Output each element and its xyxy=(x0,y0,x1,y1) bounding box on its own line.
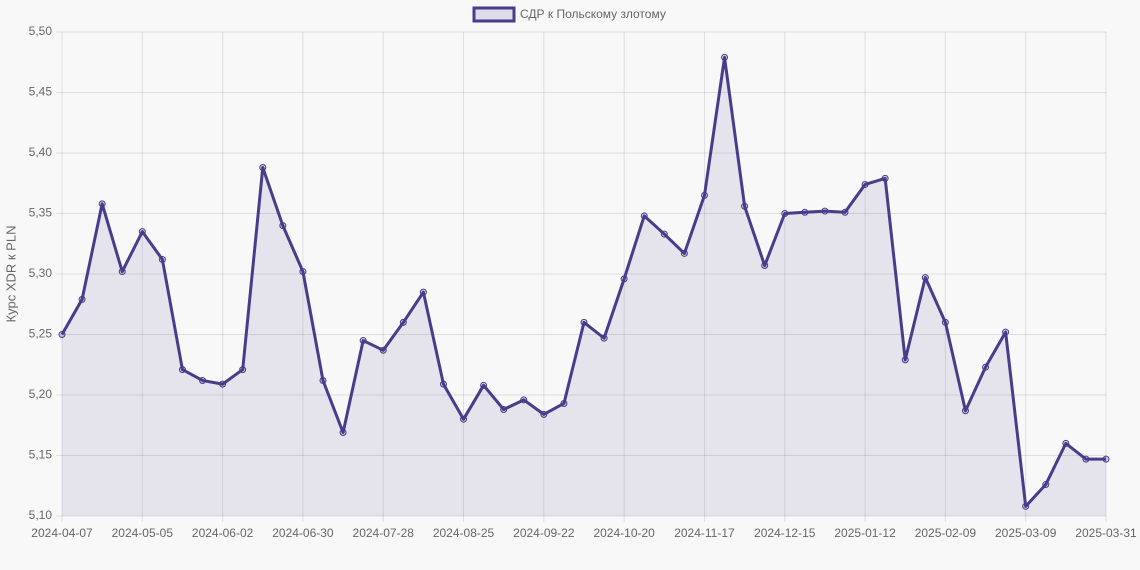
point xyxy=(259,164,267,172)
point xyxy=(419,288,427,296)
point xyxy=(178,366,186,374)
point xyxy=(721,53,729,61)
point xyxy=(781,210,789,217)
point xyxy=(299,268,307,276)
x-tick-label: 2024-06-30 xyxy=(272,526,334,540)
point xyxy=(700,191,708,199)
point xyxy=(78,295,86,303)
point xyxy=(199,376,207,384)
point xyxy=(620,275,628,283)
y-tick-label: 5,50 xyxy=(29,24,53,38)
point xyxy=(379,346,387,354)
point xyxy=(219,380,227,388)
point xyxy=(500,406,508,414)
point xyxy=(761,262,769,270)
point xyxy=(861,180,869,188)
x-tick-label: 2024-09-22 xyxy=(513,526,575,540)
point xyxy=(580,318,588,326)
point xyxy=(941,318,949,326)
area xyxy=(62,57,1106,516)
x-tick-label: 2025-02-09 xyxy=(915,526,977,540)
x-tick-label: 2025-01-12 xyxy=(834,526,896,540)
point xyxy=(138,228,146,236)
point xyxy=(1082,455,1090,463)
point xyxy=(1022,502,1030,510)
point xyxy=(520,396,528,404)
point xyxy=(901,356,909,364)
legend-swatch xyxy=(472,6,516,23)
point xyxy=(319,376,327,384)
point xyxy=(58,331,66,338)
x-tick-label: 2024-06-02 xyxy=(192,526,254,540)
point xyxy=(118,268,126,276)
point xyxy=(399,318,407,326)
point xyxy=(98,200,106,208)
y-tick-label: 5,30 xyxy=(29,266,53,280)
point xyxy=(460,415,468,423)
x-tick-label: 2025-03-09 xyxy=(995,526,1057,540)
point xyxy=(239,366,247,374)
y-axis-title: Курс XDR к PLN xyxy=(3,226,18,323)
point xyxy=(439,380,447,388)
point xyxy=(881,174,889,182)
point xyxy=(821,207,829,215)
point xyxy=(480,381,488,389)
x-tick-label: 2024-07-28 xyxy=(353,526,415,540)
x-tick-label: 2024-11-17 xyxy=(674,526,735,540)
point xyxy=(279,222,287,230)
y-tick-label: 5,15 xyxy=(29,448,53,462)
point xyxy=(1002,328,1010,336)
y-tick-label: 5,25 xyxy=(29,327,53,341)
y-tick-label: 5,10 xyxy=(29,508,53,522)
point xyxy=(359,337,367,345)
point xyxy=(741,202,749,210)
legend-label: СДР к Польскому злотому xyxy=(520,7,666,21)
point xyxy=(1062,439,1070,447)
point xyxy=(921,274,929,282)
point xyxy=(660,230,668,238)
x-tick-label: 2024-05-05 xyxy=(112,526,174,540)
point xyxy=(339,429,347,437)
y-tick-label: 5,45 xyxy=(29,85,53,99)
y-tick-label: 5,40 xyxy=(29,145,53,159)
point xyxy=(680,249,688,257)
point xyxy=(640,212,648,220)
x-tick-label: 2025-03-31 xyxy=(1075,526,1137,540)
y-tick-label: 5,35 xyxy=(29,206,53,220)
point xyxy=(1102,455,1110,463)
point xyxy=(540,410,548,418)
point xyxy=(600,334,608,342)
line xyxy=(60,55,1106,508)
point xyxy=(560,399,568,407)
point xyxy=(1042,481,1050,489)
x-tick-label: 2024-08-25 xyxy=(433,526,495,540)
point xyxy=(961,407,969,415)
x-tick-label: 2024-10-20 xyxy=(593,526,655,540)
y-tick-label: 5,20 xyxy=(29,387,53,401)
point xyxy=(982,363,990,371)
x-tick-label: 2024-04-07 xyxy=(31,526,93,540)
point xyxy=(801,208,809,216)
point xyxy=(841,208,849,216)
x-tick-label: 2024-12-15 xyxy=(754,526,816,540)
point xyxy=(158,255,166,263)
